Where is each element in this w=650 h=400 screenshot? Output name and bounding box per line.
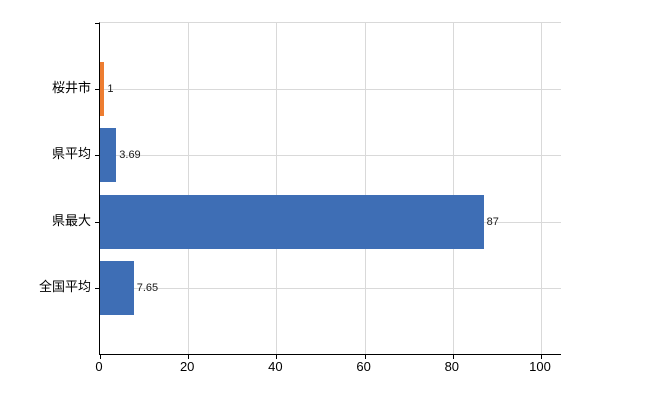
bar-全国平均	[100, 260, 134, 315]
bar-value-label: 87	[486, 215, 499, 228]
x-axis-tick	[276, 355, 278, 359]
y-axis-top-tick	[95, 23, 100, 24]
category-label-全国平均: 全国平均	[38, 278, 91, 294]
plot-area: 1 3.69 87 7.65	[95, 22, 561, 359]
bar-value-label: 3.69	[119, 149, 141, 162]
x-axis-tick	[541, 355, 542, 359]
x-axis-tick-label: 80	[444, 359, 460, 374]
x-axis-tick-label: 100	[529, 359, 551, 374]
category-label-県平均: 県平均	[51, 146, 91, 162]
x-gridline	[188, 23, 190, 354]
x-gridline	[541, 23, 542, 354]
bar-県平均	[100, 128, 117, 183]
bar-桜井市	[100, 62, 105, 117]
category-gridline	[100, 287, 561, 289]
x-axis-tick-label: 40	[268, 359, 283, 374]
y-axis-tick	[95, 89, 100, 91]
category-gridline	[100, 155, 561, 157]
x-gridline	[364, 23, 366, 354]
x-gridline	[276, 23, 278, 354]
bar-県最大	[100, 194, 484, 249]
x-axis-tick	[188, 355, 190, 359]
x-axis-tick	[364, 355, 366, 359]
category-gridline	[100, 89, 561, 91]
x-axis-tick-label: 0	[95, 359, 103, 374]
y-axis-tick	[95, 155, 100, 157]
x-axis-tick	[100, 355, 101, 359]
y-axis-tick	[95, 287, 100, 289]
category-label-桜井市: 桜井市	[51, 80, 91, 96]
bar-value-label: 7.65	[136, 281, 159, 294]
x-gridline	[452, 23, 454, 354]
y-axis-tick	[95, 221, 100, 223]
bar-value-label: 1	[107, 83, 114, 96]
category-label-県最大: 県最大	[51, 212, 91, 228]
x-axis-tick-label: 60	[356, 359, 371, 374]
x-axis-tick-label: 20	[179, 359, 195, 374]
x-axis-tick	[452, 355, 454, 359]
